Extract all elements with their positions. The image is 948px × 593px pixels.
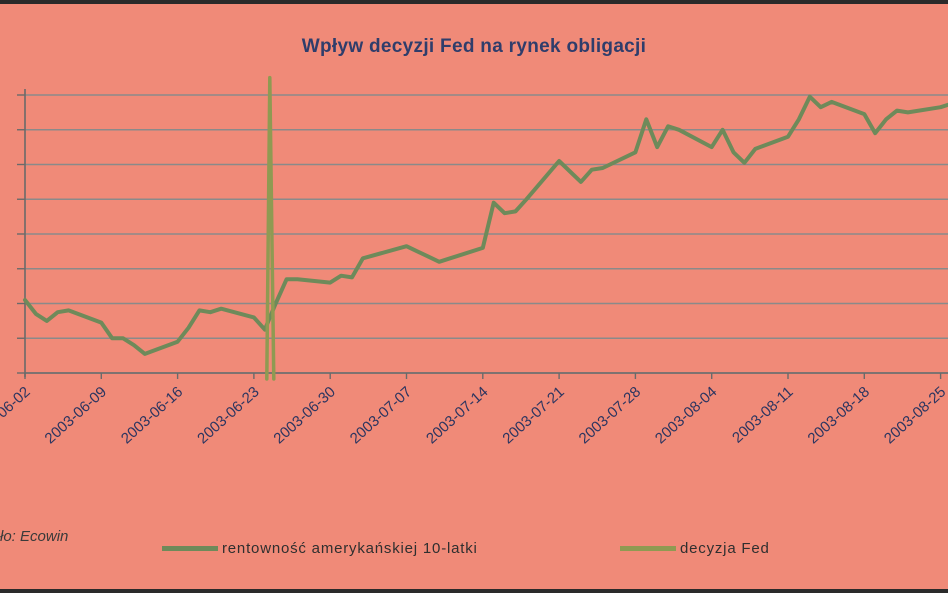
chart-background [0, 4, 948, 589]
legend-swatch-yield [162, 545, 218, 551]
legend-swatch-fed [620, 545, 676, 551]
legend-entry-fed: decyzja Fed [620, 536, 770, 560]
legend-entry-yield: rentowność amerykańskiej 10-latki [162, 536, 478, 560]
legend-label-yield: rentowność amerykańskiej 10-latki [222, 539, 478, 557]
x-tick-label: 2003-07-14 [423, 383, 491, 447]
x-tick-label: 2003-06-16 [118, 383, 186, 447]
x-tick-label: 2003-06-09 [42, 383, 110, 447]
x-tick-label: 2003-06-23 [194, 383, 262, 447]
x-tick-label: 2003-07-07 [347, 383, 415, 447]
series-line-fed [265, 75, 276, 381]
x-tick-label: 2003-08-04 [652, 383, 720, 447]
x-tick-label: 2003-06-02 [0, 383, 34, 447]
legend-label-fed: decyzja Fed [680, 539, 770, 557]
x-tick-label: 2003-08-18 [805, 383, 873, 447]
x-tick-label: 2003-06-30 [270, 383, 338, 447]
source-note: ło: Ecowin [0, 528, 69, 545]
x-tick-label: 2003-08-25 [881, 383, 948, 447]
chart-title: Wpływ decyzji Fed na rynek obligacji [301, 36, 647, 57]
x-tick-label: 2003-07-28 [576, 383, 644, 447]
series-line-yield [23, 94, 948, 356]
x-tick-label: 2003-08-11 [729, 383, 797, 446]
x-tick-label: 2003-07-21 [499, 383, 567, 447]
